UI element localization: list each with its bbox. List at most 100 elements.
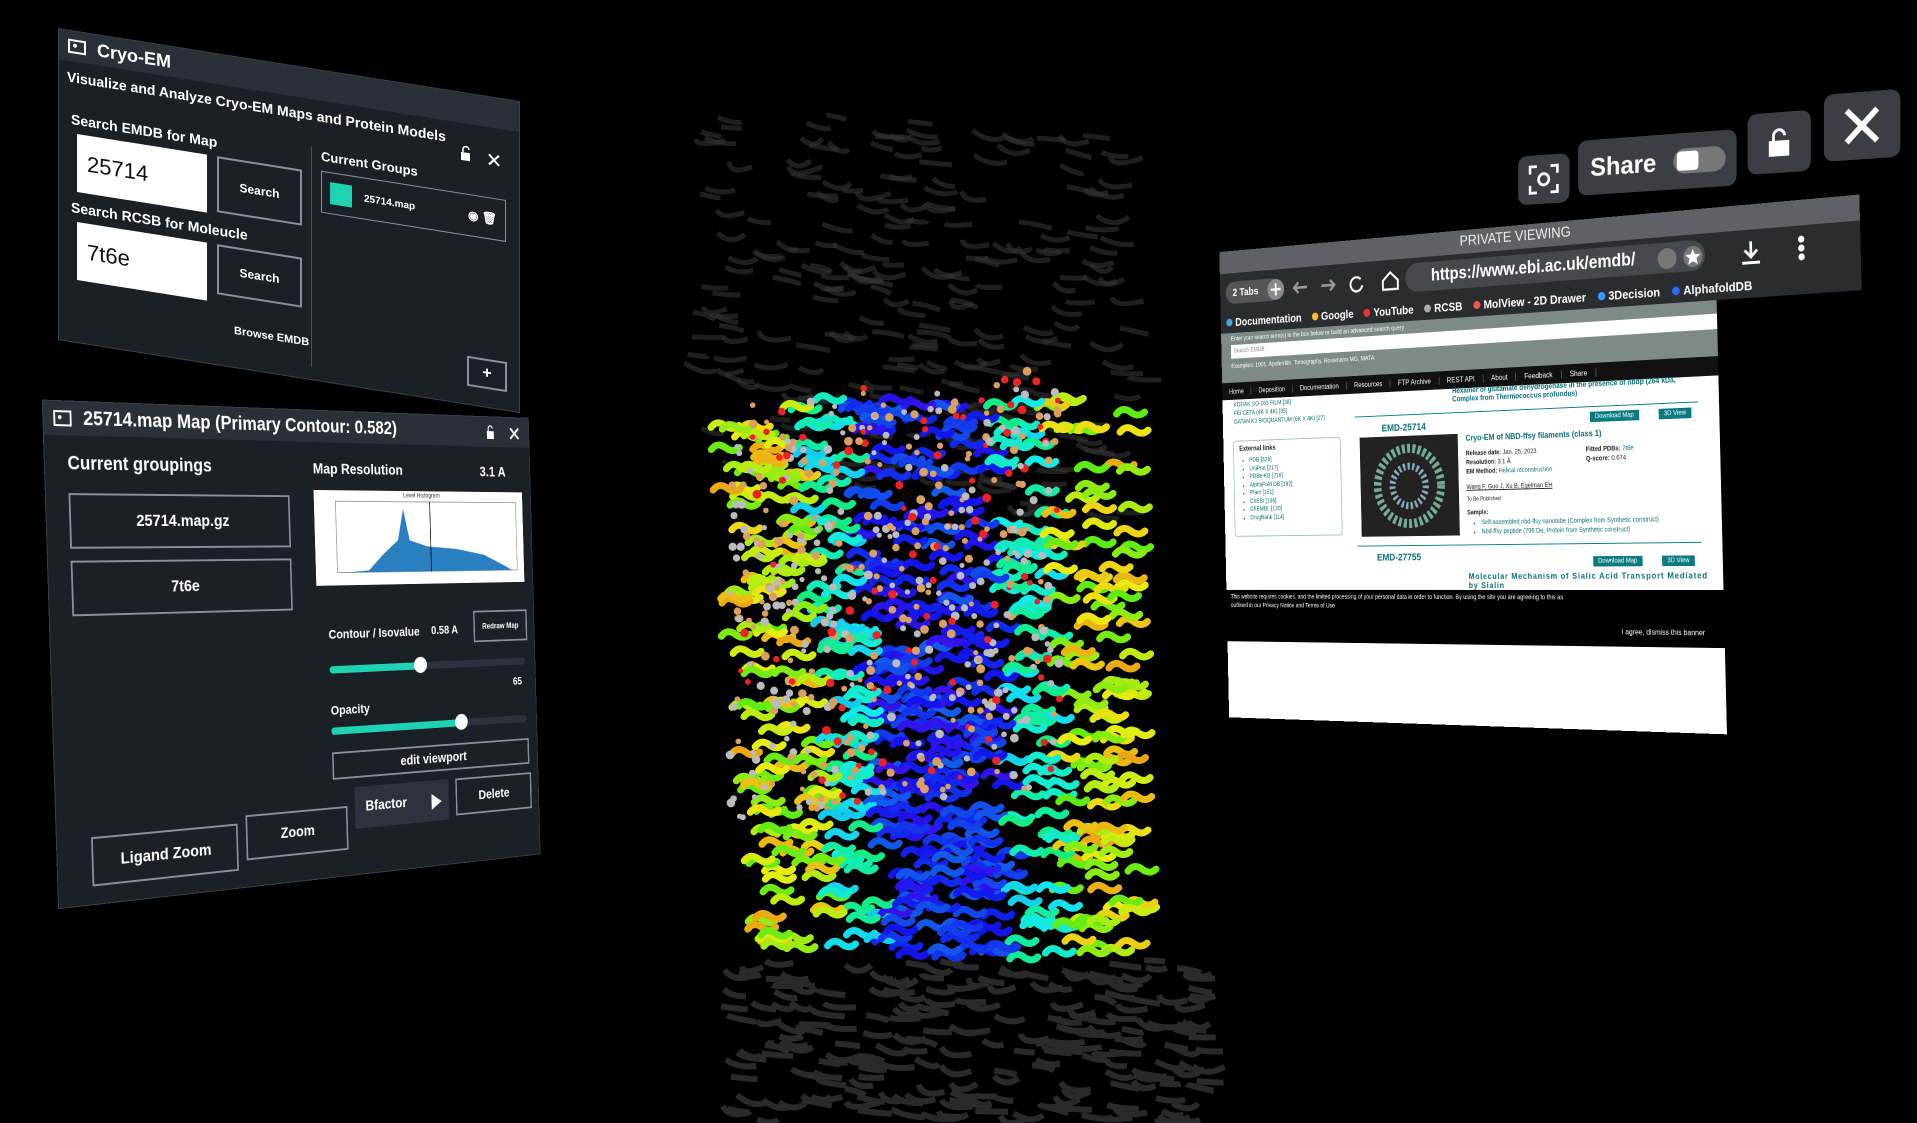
cookie-button[interactable]: I agree, dismiss this banner xyxy=(1621,627,1706,638)
download-map-button[interactable]: Download Map xyxy=(1593,555,1643,567)
nav-item[interactable]: FTP Archive xyxy=(1390,376,1440,387)
nav-item[interactable]: About xyxy=(1483,372,1517,383)
atom xyxy=(778,407,786,416)
bookmark[interactable]: MolView - 2D Drawer xyxy=(1473,290,1586,312)
screenshot-button[interactable] xyxy=(1518,152,1570,206)
edit-viewport-button[interactable]: edit viewport xyxy=(332,737,530,780)
ribbon xyxy=(1093,681,1129,694)
bookmark[interactable]: RCSB xyxy=(1424,299,1463,315)
add-group-button[interactable]: + xyxy=(467,355,507,393)
faint-strand xyxy=(1110,369,1144,377)
faint-strand xyxy=(1130,1079,1157,1092)
faint-strand xyxy=(888,1014,921,1023)
atom xyxy=(791,562,798,569)
atom xyxy=(730,702,738,711)
group-actions[interactable]: ◉ 🗑 xyxy=(467,207,497,227)
ribbon xyxy=(1041,945,1077,958)
faint-strand xyxy=(809,1007,845,1020)
faint-strand xyxy=(1034,1057,1061,1068)
bfactor-text: Bfactor xyxy=(365,795,408,815)
ligand-zoom-button[interactable]: Ligand Zoom xyxy=(91,823,239,887)
faint-strand xyxy=(764,1041,791,1055)
atom xyxy=(866,731,875,740)
atom xyxy=(820,575,828,582)
faint-strand xyxy=(1105,1011,1138,1023)
zoom-button[interactable]: Zoom xyxy=(245,806,349,861)
ribbon xyxy=(866,698,902,711)
entry-id[interactable]: EMD-27755 xyxy=(1376,552,1422,564)
close-button[interactable] xyxy=(1823,88,1901,162)
slider-thumb[interactable] xyxy=(454,713,468,731)
entry-title[interactable]: Cryo-EM of NBD-ffsy filaments (class 1) xyxy=(1465,428,1602,443)
atom xyxy=(913,603,920,610)
ribbon xyxy=(934,651,970,664)
faint-strand xyxy=(1081,274,1118,287)
bookmark[interactable]: Google xyxy=(1311,307,1354,323)
field-value[interactable]: 7t6e xyxy=(1622,445,1634,453)
atom xyxy=(939,786,946,793)
faint-strand xyxy=(939,1098,973,1111)
redraw-map-button[interactable]: Redraw Map xyxy=(473,609,528,643)
entry-title[interactable]: Molecular Mechanism of Sialic Acid Trans… xyxy=(1468,570,1709,590)
atom xyxy=(896,680,903,687)
share-toggle[interactable] xyxy=(1673,145,1726,175)
bookmark[interactable]: YouTube xyxy=(1363,302,1414,319)
atom xyxy=(911,646,921,655)
atom xyxy=(799,576,805,583)
bookmark[interactable]: AlphafoldDB xyxy=(1671,278,1752,298)
lock-button[interactable] xyxy=(1747,109,1811,175)
bookmark[interactable]: 3Decision xyxy=(1597,284,1660,303)
nav-item[interactable]: Documentation xyxy=(1292,381,1347,392)
bookmark[interactable]: Documentation xyxy=(1226,310,1302,328)
contour-slider[interactable] xyxy=(329,656,526,674)
atom xyxy=(888,589,897,599)
atom xyxy=(829,606,837,614)
nav-item[interactable]: Home xyxy=(1222,386,1252,396)
share-button[interactable]: Share xyxy=(1578,129,1737,196)
external-link[interactable]: DrugBank [114] xyxy=(1250,513,1293,522)
lock-close-icons[interactable] xyxy=(459,145,509,173)
ribbon xyxy=(931,485,967,498)
faint-strand xyxy=(858,275,894,288)
ribbon xyxy=(974,570,1010,584)
faint-strand xyxy=(987,984,1017,995)
3d-view-button[interactable]: 3D View xyxy=(1658,407,1692,420)
nav-item[interactable]: Deposition xyxy=(1251,384,1293,395)
atom xyxy=(920,417,928,425)
group-row[interactable]: 25714.map ◉ 🗑 xyxy=(321,170,506,242)
ribbon xyxy=(1069,658,1105,671)
faint-strand xyxy=(860,252,890,263)
nav-item[interactable]: REST API xyxy=(1439,373,1484,385)
faint-strand xyxy=(1084,225,1120,233)
ribbon xyxy=(906,599,942,613)
faint-strand xyxy=(1081,258,1115,268)
atom xyxy=(1039,626,1048,635)
emdb-input[interactable]: 25714 xyxy=(77,134,207,213)
nav-item[interactable]: Resources xyxy=(1346,378,1391,390)
nav-item[interactable]: Feedback xyxy=(1516,369,1562,381)
emdb-search-button[interactable]: Search xyxy=(217,156,302,226)
ribbon xyxy=(859,775,895,788)
3d-view-button[interactable]: 3D View xyxy=(1662,555,1695,567)
atom xyxy=(959,497,965,503)
atom xyxy=(965,684,972,691)
ribbon xyxy=(972,748,1008,762)
slider-thumb[interactable] xyxy=(414,656,428,674)
browse-emdb[interactable]: Browse EMDB xyxy=(234,324,310,349)
faint-strand xyxy=(842,187,864,194)
bfactor-button[interactable]: Bfactor xyxy=(354,779,450,829)
atom xyxy=(851,766,860,775)
atom xyxy=(910,410,919,419)
rcsb-input[interactable]: 7t6e xyxy=(77,222,207,301)
nav-item[interactable]: Share xyxy=(1561,367,1597,379)
download-map-button[interactable]: Download Map xyxy=(1589,409,1640,423)
grouping-box[interactable]: 7t6e xyxy=(70,558,293,617)
bookmark-label: RCSB xyxy=(1433,298,1463,315)
delete-button[interactable]: Delete xyxy=(455,772,532,816)
lock-close-icons[interactable] xyxy=(485,424,524,443)
faint-strand xyxy=(1108,1048,1142,1057)
rcsb-search-button[interactable]: Search xyxy=(217,244,302,308)
entry-id[interactable]: EMD-25714 xyxy=(1381,421,1426,435)
opacity-slider[interactable] xyxy=(331,713,527,736)
grouping-box[interactable]: 25714.map.gz xyxy=(68,493,291,549)
